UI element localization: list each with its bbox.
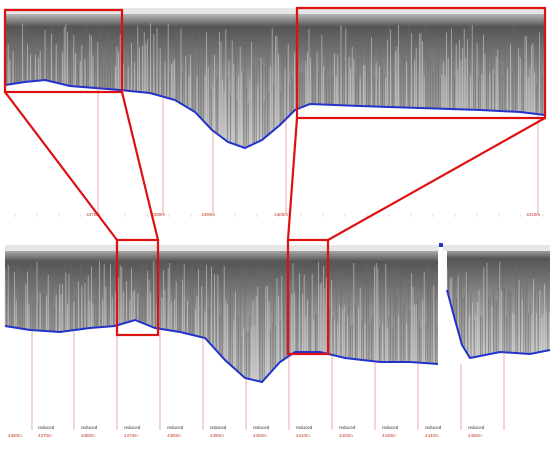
segment-note: reduced bbox=[339, 425, 356, 430]
segment-note: reduced bbox=[124, 425, 141, 430]
range-label: 4370m bbox=[124, 433, 138, 438]
segment-note: reduced bbox=[210, 425, 227, 430]
zoom-box bbox=[286, 238, 330, 356]
connector bbox=[120, 91, 160, 241]
marker bbox=[439, 243, 443, 247]
segment-note: reduced bbox=[425, 425, 442, 430]
range-label: 4440m bbox=[425, 433, 439, 438]
seabed-line bbox=[4, 318, 439, 384]
connector bbox=[327, 117, 546, 241]
zoom-box bbox=[115, 238, 160, 337]
segment-note: reduced bbox=[382, 425, 399, 430]
range-label: 4370m bbox=[38, 433, 52, 438]
marker bbox=[439, 243, 443, 363]
range-label: 4430m bbox=[382, 433, 396, 438]
range-label: 4370m bbox=[86, 212, 100, 217]
range-label: 4380m bbox=[167, 433, 181, 438]
segment-note: reduced bbox=[468, 425, 485, 430]
range-label: 4410m bbox=[296, 433, 310, 438]
segment-note: reduced bbox=[296, 425, 313, 430]
range-label: 4410m bbox=[526, 212, 540, 217]
range-label: 4400m bbox=[274, 212, 288, 217]
surface-strip bbox=[5, 245, 550, 251]
connector bbox=[4, 91, 118, 241]
zoom-box bbox=[295, 6, 547, 120]
segment-note: reduced bbox=[167, 425, 184, 430]
seabed-line bbox=[446, 289, 551, 360]
zoom-box bbox=[3, 8, 124, 94]
range-label: 4380m bbox=[151, 212, 165, 217]
surface-strip bbox=[5, 8, 545, 14]
zoom-boxes bbox=[3, 6, 547, 356]
range-label: 4420m bbox=[339, 433, 353, 438]
range-label: 4450m bbox=[468, 433, 482, 438]
connector bbox=[286, 117, 299, 241]
range-label: 4400m bbox=[253, 433, 267, 438]
segment-note: reduced bbox=[253, 425, 270, 430]
range-label: 4380m bbox=[81, 433, 95, 438]
seabed-line bbox=[4, 78, 546, 150]
range-label: 4360m bbox=[8, 433, 22, 438]
range-label: 4390m bbox=[210, 433, 224, 438]
segment-note: reduced bbox=[81, 425, 98, 430]
segment-note: reduced bbox=[38, 425, 55, 430]
range-label: 4390m bbox=[201, 212, 215, 217]
